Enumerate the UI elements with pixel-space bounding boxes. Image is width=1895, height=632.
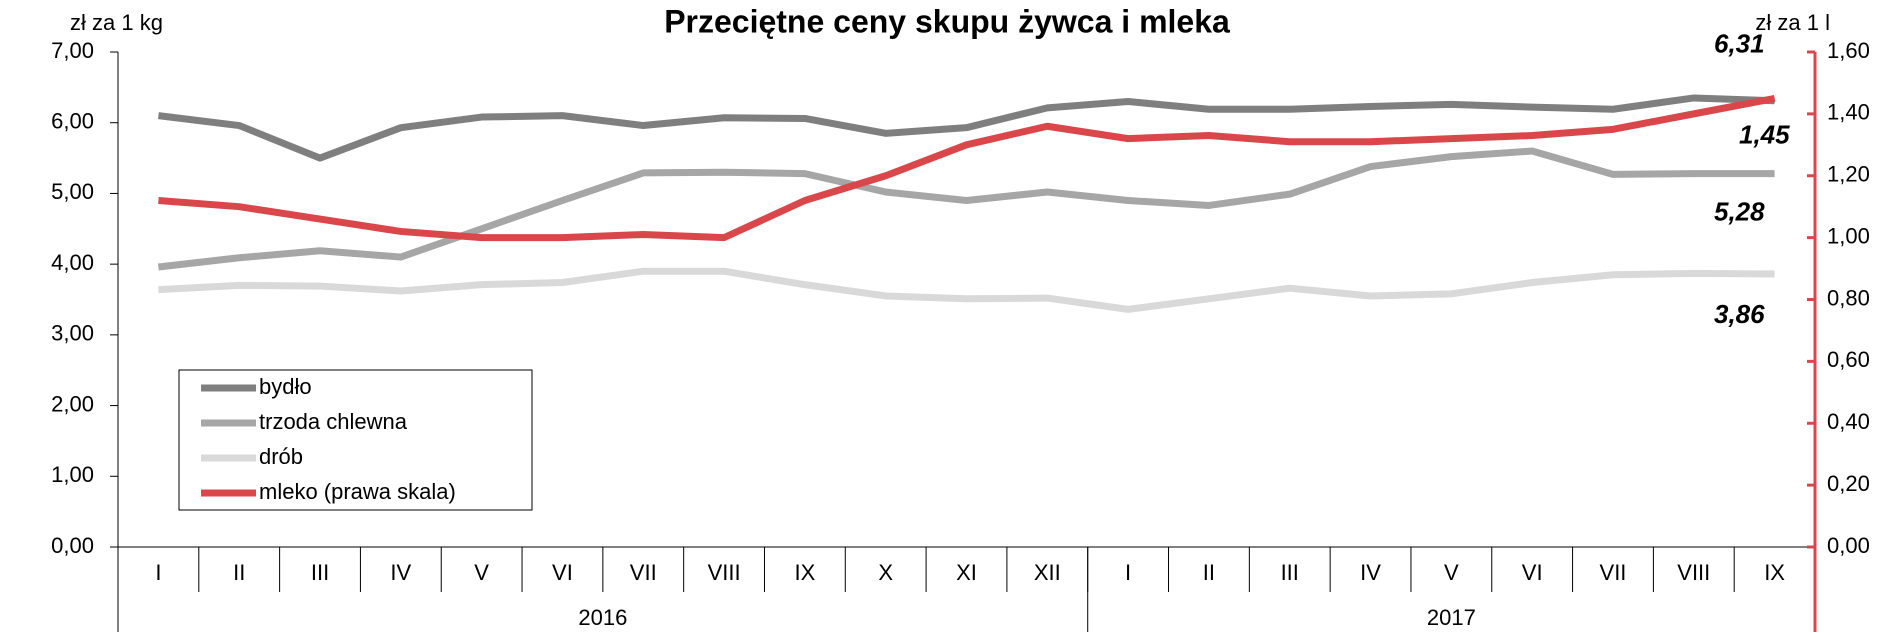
y2-tick-label: 1,60 xyxy=(1827,38,1870,63)
y-tick-label: 7,00 xyxy=(51,38,94,63)
y2-axis-label: zł za 1 l xyxy=(1755,10,1830,35)
value-label: 6,31 xyxy=(1714,29,1765,59)
x-tick-label: XII xyxy=(1034,560,1061,585)
value-label: 3,86 xyxy=(1714,299,1765,329)
y2-tick-label: 1,40 xyxy=(1827,100,1870,125)
x-tick-label: VIII xyxy=(1677,560,1710,585)
x-tick-label: I xyxy=(1125,560,1131,585)
x-tick-label: IV xyxy=(390,560,411,585)
year-label: 2017 xyxy=(1427,605,1476,630)
x-tick-label: IX xyxy=(794,560,815,585)
x-tick-label: I xyxy=(155,560,161,585)
x-tick-label: V xyxy=(1444,560,1459,585)
x-tick-label: VII xyxy=(1600,560,1627,585)
y2-tick-label: 1,20 xyxy=(1827,162,1870,187)
y-tick-label: 2,00 xyxy=(51,391,94,416)
value-label: 1,45 xyxy=(1739,119,1790,149)
x-tick-label: II xyxy=(1203,560,1215,585)
legend-label: mleko (prawa skala) xyxy=(259,479,456,504)
x-tick-label: VIII xyxy=(708,560,741,585)
x-tick-label: V xyxy=(474,560,489,585)
y2-tick-label: 1,00 xyxy=(1827,223,1870,248)
x-tick-label: X xyxy=(878,560,893,585)
x-tick-label: XI xyxy=(956,560,977,585)
x-tick-label: VI xyxy=(552,560,573,585)
legend-label: bydło xyxy=(259,374,312,399)
y-tick-label: 6,00 xyxy=(51,109,94,134)
y2-tick-label: 0,20 xyxy=(1827,471,1870,496)
x-tick-label: III xyxy=(1281,560,1299,585)
y2-tick-label: 0,60 xyxy=(1827,347,1870,372)
x-tick-label: II xyxy=(233,560,245,585)
legend-box xyxy=(178,369,533,511)
y2-tick-label: 0,00 xyxy=(1827,533,1870,558)
series-line xyxy=(158,267,1775,313)
x-tick-label: III xyxy=(311,560,329,585)
y-tick-label: 5,00 xyxy=(51,179,94,204)
x-tick-label: VII xyxy=(630,560,657,585)
y2-tick-label: 0,80 xyxy=(1827,285,1870,310)
chart-title: Przeciętne ceny skupu żywca i mleka xyxy=(664,3,1230,39)
y-tick-label: 3,00 xyxy=(51,321,94,346)
x-tick-label: VI xyxy=(1522,560,1543,585)
y2-tick-label: 0,40 xyxy=(1827,409,1870,434)
value-label: 5,28 xyxy=(1714,197,1765,227)
series-line xyxy=(157,94,1775,162)
y-tick-label: 1,00 xyxy=(51,462,94,487)
y-axis-label: zł za 1 kg xyxy=(70,10,163,35)
year-label: 2016 xyxy=(578,605,627,630)
legend-label: trzoda chlewna xyxy=(259,409,408,434)
legend-label: drób xyxy=(259,444,303,469)
x-tick-label: IX xyxy=(1764,560,1785,585)
y-tick-label: 0,00 xyxy=(51,533,94,558)
series-line xyxy=(158,94,1776,242)
x-tick-label: IV xyxy=(1360,560,1381,585)
series-line xyxy=(158,147,1775,271)
y-tick-label: 4,00 xyxy=(51,250,94,275)
